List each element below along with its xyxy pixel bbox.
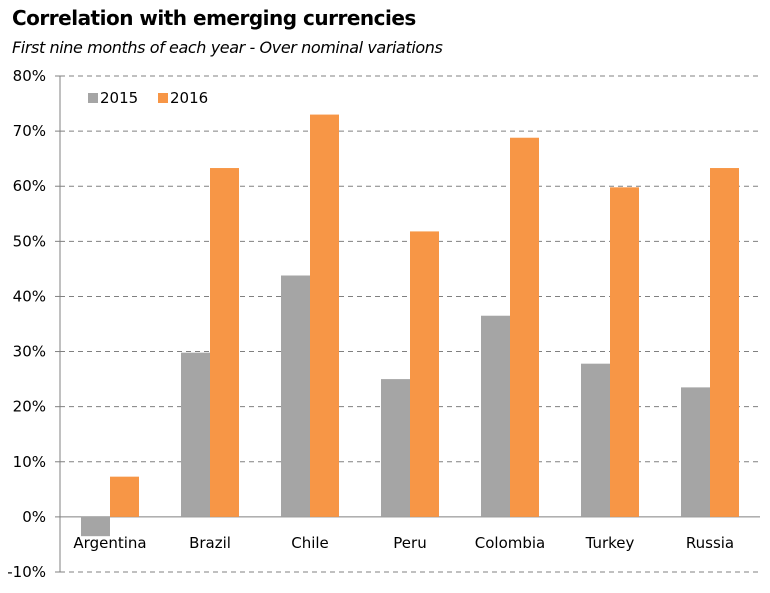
x-category-label: Turkey [585,534,635,552]
legend-swatch-2015 [88,93,98,103]
y-axis: -10% 0% 10% 20% 30% 40% 50% 60% 70% 80% [7,67,61,581]
y-tick-label: 80% [13,67,46,85]
legend: 2015 2016 [88,89,208,107]
bar-2015-russia [681,387,710,517]
legend-label-2016: 2016 [170,89,208,107]
bar-2016-turkey [610,187,639,517]
legend-swatch-2016 [158,93,168,103]
x-category-label: Chile [291,534,329,552]
bar-2015-colombia [481,315,510,517]
x-category-label: Colombia [475,534,546,552]
bars [81,114,739,537]
y-tick-label: 30% [13,343,46,361]
bar-2016-colombia [510,137,539,517]
y-tick-label: 70% [13,122,46,140]
legend-label-2015: 2015 [100,89,138,107]
bar-2015-chile [281,275,310,517]
bar-2016-chile [310,114,339,517]
x-category-label: Argentina [73,534,146,552]
y-tick-label: 50% [13,232,46,250]
chart-title: Correlation with emerging currencies [12,6,416,30]
bar-2015-turkey [581,363,610,517]
bar-2016-russia [710,168,739,517]
y-tick-label: -10% [7,563,46,581]
bar-2016-peru [410,231,439,517]
bar-2015-argentina [81,516,110,537]
y-tick-label: 10% [13,453,46,471]
bar-2016-brazil [210,168,239,517]
y-tick-label: 40% [13,287,46,305]
y-tick-label: 60% [13,177,46,195]
x-category-label: Russia [686,534,734,552]
x-category-label: Peru [393,534,426,552]
bar-2016-argentina [110,476,139,517]
x-axis-labels: Argentina Brazil Chile Peru Colombia Turkey Ru… [73,534,734,552]
y-tick-label: 0% [22,508,46,526]
y-tick-label: 20% [13,398,46,416]
bar-2015-brazil [181,352,210,517]
chart-subtitle: First nine months of each year - Over no… [12,38,443,57]
x-category-label: Brazil [189,534,231,552]
bar-2015-peru [381,379,410,517]
